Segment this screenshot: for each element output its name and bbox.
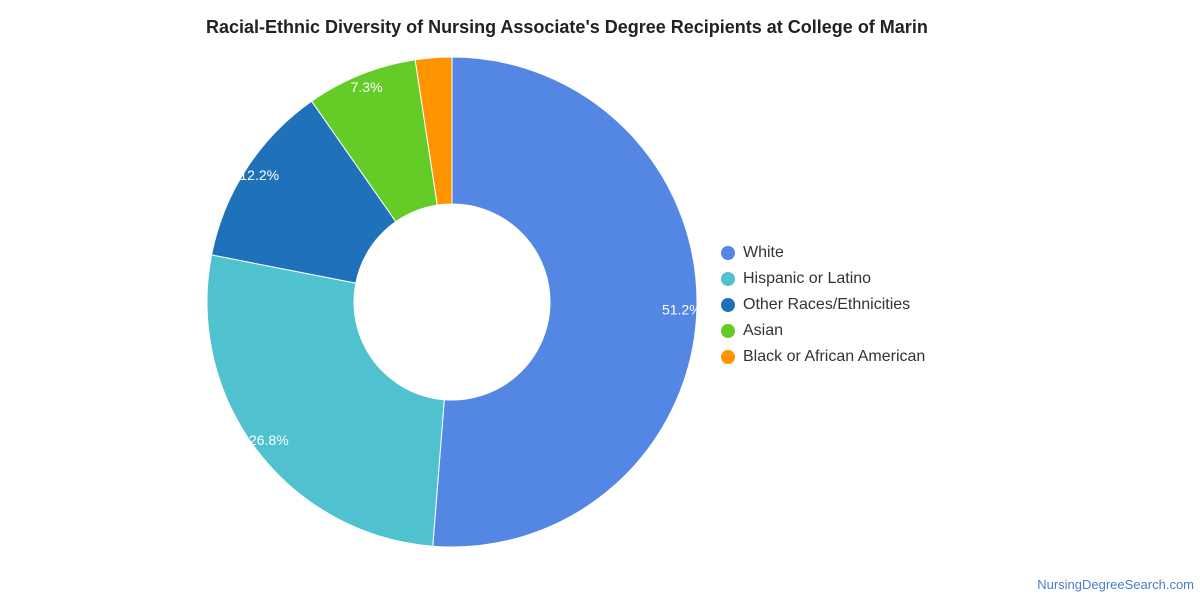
data-label: 7.3% bbox=[351, 79, 383, 95]
legend-label: White bbox=[743, 244, 784, 261]
legend-item[interactable]: White bbox=[721, 240, 925, 266]
legend-label: Other Races/Ethnicities bbox=[743, 296, 911, 313]
slice-white bbox=[432, 56, 698, 548]
legend-item[interactable]: Asian bbox=[721, 318, 925, 344]
chart-legend: White Hispanic or Latino Other Races/Ethni… bbox=[721, 240, 925, 370]
legend-item[interactable]: Hispanic or Latino bbox=[721, 266, 925, 292]
legend-swatch-icon bbox=[721, 298, 735, 312]
watermark: NursingDegreeSearch.com bbox=[1037, 577, 1194, 592]
slice-hispanic-or-latino bbox=[206, 254, 445, 547]
legend-item[interactable]: Black or African American bbox=[721, 344, 925, 370]
data-label: 12.2% bbox=[239, 167, 279, 183]
slice-black-or-african-american bbox=[414, 56, 453, 206]
slice-other-races-ethnicities bbox=[210, 100, 397, 284]
data-label: 26.8% bbox=[249, 432, 289, 448]
legend-swatch-icon bbox=[721, 246, 735, 260]
legend-swatch-icon bbox=[721, 350, 735, 364]
legend-item[interactable]: Other Races/Ethnicities bbox=[721, 292, 925, 318]
chart-title: Racial-Ethnic Diversity of Nursing Assoc… bbox=[206, 17, 928, 37]
legend-swatch-icon bbox=[721, 324, 735, 338]
legend-label: Black or African American bbox=[743, 348, 926, 365]
data-label: 51.2% bbox=[662, 302, 702, 318]
legend-label: Hispanic or Latino bbox=[743, 270, 872, 287]
legend-swatch-icon bbox=[721, 272, 735, 286]
legend-label: Asian bbox=[743, 322, 784, 339]
